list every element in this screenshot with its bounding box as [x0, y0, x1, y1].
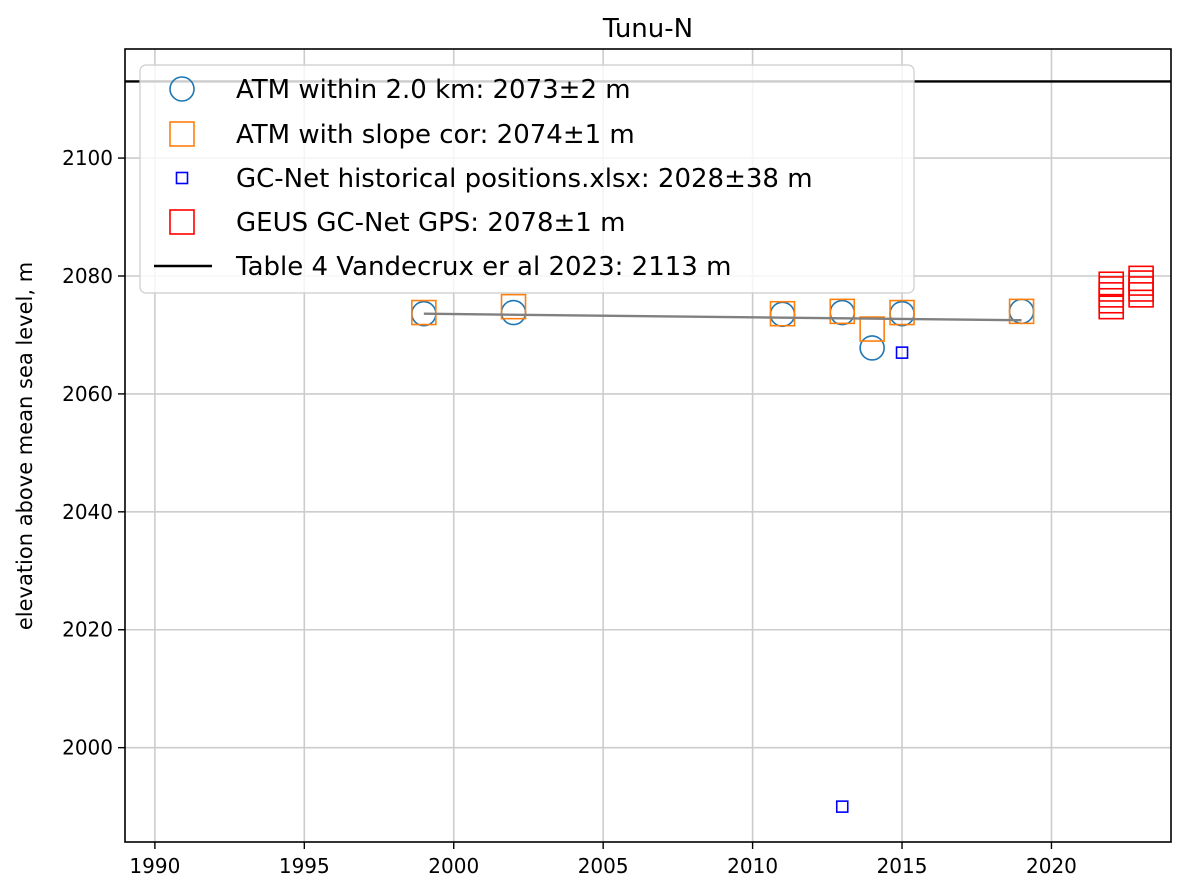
legend-label: GEUS GC-Net GPS: 2078±1 m: [236, 208, 625, 238]
legend-marker: [169, 209, 195, 235]
x-tick-label: 1995: [279, 854, 330, 878]
data-point-series-0: [769, 301, 796, 328]
data-point-series-0: [859, 335, 885, 361]
data-point-series-1: [889, 299, 915, 326]
y-tick-label: 2020: [62, 618, 113, 642]
data-point-series-1: [411, 299, 437, 326]
plot-frame: [124, 48, 1172, 843]
x-tick-label: 2010: [727, 854, 778, 878]
legend-label: ATM within 2.0 km: 2073±2 m: [236, 75, 631, 105]
data-point-series-0: [500, 299, 527, 326]
x-tick-label: 2015: [877, 854, 928, 878]
legend: ATM within 2.0 km: 2073±2 m ATM with slop…: [139, 64, 915, 294]
legend-label: GC-Net historical positions.xlsx: 2028±3…: [236, 164, 813, 194]
legend-box: [139, 64, 915, 294]
axis-ticks: 1990 1995 2000 2005 2010 2015 2020 2000 2020 2040…: [62, 146, 1077, 878]
legend-marker: [169, 76, 195, 102]
data-point-series-1: [829, 298, 856, 325]
x-tick-label: 1990: [129, 854, 180, 878]
data-point-series-2: [895, 346, 909, 359]
data-point-series-3: [1128, 265, 1154, 292]
legend-marker: [175, 171, 189, 185]
y-axis-label: elevation above mean sea level, m: [13, 262, 37, 630]
data-point-series-3: [1098, 271, 1125, 298]
legend-label: Table 4 Vandecrux er al 2023: 2113 m: [235, 252, 731, 282]
data-point-series-1: [500, 293, 527, 320]
data-point-series-1: [859, 316, 885, 342]
y-tick-label: 2100: [62, 146, 113, 170]
legend-marker: [169, 121, 195, 147]
y-tick-label: 2060: [62, 382, 113, 406]
x-tick-label: 2000: [428, 854, 479, 878]
data-point-series-0: [829, 299, 856, 326]
data-point-series-1: [769, 300, 796, 327]
data-point-series-1: [1008, 298, 1035, 325]
x-tick-label: 2020: [1026, 854, 1077, 878]
data-point-series-2: [835, 800, 849, 813]
y-tick-label: 2000: [62, 736, 113, 760]
y-tick-label: 2080: [62, 264, 113, 288]
x-tick-label: 2005: [578, 854, 629, 878]
data-point-series-3: [1128, 276, 1154, 302]
y-tick-label: 2040: [62, 500, 113, 524]
legend-label: ATM with slope cor: 2074±1 m: [236, 120, 635, 150]
trend-line: [423, 312, 1022, 322]
chart-title: Tunu-N: [602, 14, 693, 44]
